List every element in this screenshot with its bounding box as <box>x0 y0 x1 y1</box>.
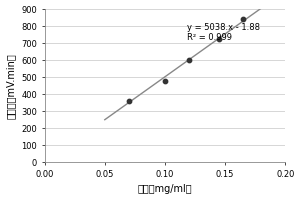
X-axis label: 浓度（mg/ml）: 浓度（mg/ml） <box>138 184 192 194</box>
Point <box>217 37 221 40</box>
Point <box>163 79 167 82</box>
Point <box>126 99 131 103</box>
Point <box>241 18 245 21</box>
Text: y = 5038.x - 1.88
R² = 0.999: y = 5038.x - 1.88 R² = 0.999 <box>187 23 260 42</box>
Y-axis label: 峰面积（mV.min）: 峰面积（mV.min） <box>6 53 16 119</box>
Point <box>187 59 191 62</box>
